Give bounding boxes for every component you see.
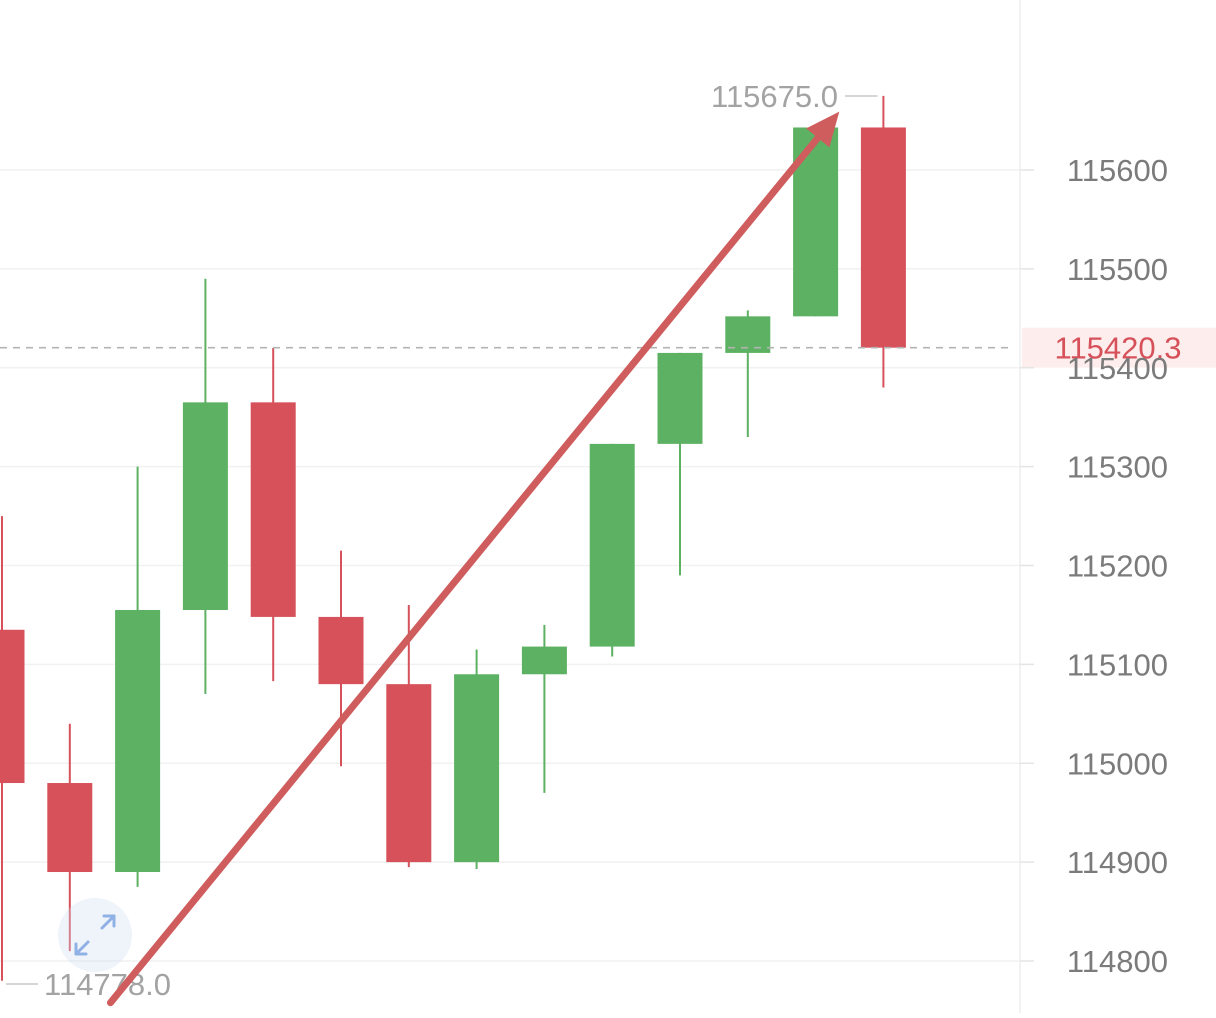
candle-body[interactable] bbox=[589, 443, 635, 647]
candle-body[interactable] bbox=[725, 316, 771, 353]
candle-body[interactable] bbox=[860, 127, 906, 348]
candle-up[interactable] bbox=[657, 352, 703, 576]
candle-down[interactable] bbox=[860, 95, 906, 388]
y-axis: 114800 114900 115000 115100 115200 115300 1154… bbox=[1020, 153, 1168, 979]
grid-lines bbox=[0, 169, 1020, 962]
candle-body[interactable] bbox=[521, 646, 567, 675]
trend-arrow bbox=[106, 111, 840, 1007]
arrow-head bbox=[806, 111, 840, 148]
expand-arrows-icon bbox=[74, 914, 116, 956]
arrow-shaft bbox=[106, 134, 822, 1007]
price-markers: 115420.3 115675.0 114778.0 bbox=[0, 79, 1216, 1002]
candle-up[interactable] bbox=[589, 443, 635, 657]
candle-body[interactable] bbox=[250, 402, 296, 617]
candle-body[interactable] bbox=[47, 783, 93, 873]
y-tick-label: 114800 bbox=[1067, 944, 1168, 979]
candle-body[interactable] bbox=[657, 352, 703, 444]
y-tick-label: 115600 bbox=[1067, 153, 1168, 188]
y-tick-label: 115500 bbox=[1067, 252, 1168, 287]
y-tick-label: 114900 bbox=[1067, 845, 1168, 880]
candle-up[interactable] bbox=[725, 310, 771, 437]
y-tick-label: 115400 bbox=[1067, 351, 1168, 386]
y-tick-label: 115300 bbox=[1067, 450, 1168, 485]
candle-body[interactable] bbox=[454, 674, 500, 863]
high-price-label: 115675.0 bbox=[711, 79, 838, 114]
expand-button[interactable] bbox=[58, 898, 132, 972]
candle-down[interactable] bbox=[386, 605, 432, 868]
candle-down[interactable] bbox=[47, 723, 93, 952]
y-tick-label: 115100 bbox=[1067, 647, 1168, 682]
candle-up[interactable] bbox=[454, 649, 500, 870]
candle-body[interactable] bbox=[115, 609, 161, 873]
low-price-label: 114778.0 bbox=[44, 967, 171, 1002]
candle-body[interactable] bbox=[318, 616, 364, 685]
y-tick-label: 115200 bbox=[1067, 549, 1168, 584]
candle-body[interactable] bbox=[0, 629, 25, 784]
candles[interactable] bbox=[0, 95, 906, 981]
candle-down[interactable] bbox=[0, 516, 25, 981]
candle-body[interactable] bbox=[386, 684, 432, 863]
candle-down[interactable] bbox=[318, 550, 364, 767]
current-price-label: 115420.3 bbox=[1055, 331, 1182, 366]
candle-down[interactable] bbox=[250, 347, 296, 682]
candle-body[interactable] bbox=[182, 402, 228, 610]
candle-up[interactable] bbox=[521, 624, 567, 793]
current-price-badge bbox=[1022, 327, 1216, 368]
candle-up[interactable] bbox=[115, 466, 161, 887]
candle-up[interactable] bbox=[182, 278, 228, 695]
y-tick-label: 115000 bbox=[1067, 746, 1168, 781]
